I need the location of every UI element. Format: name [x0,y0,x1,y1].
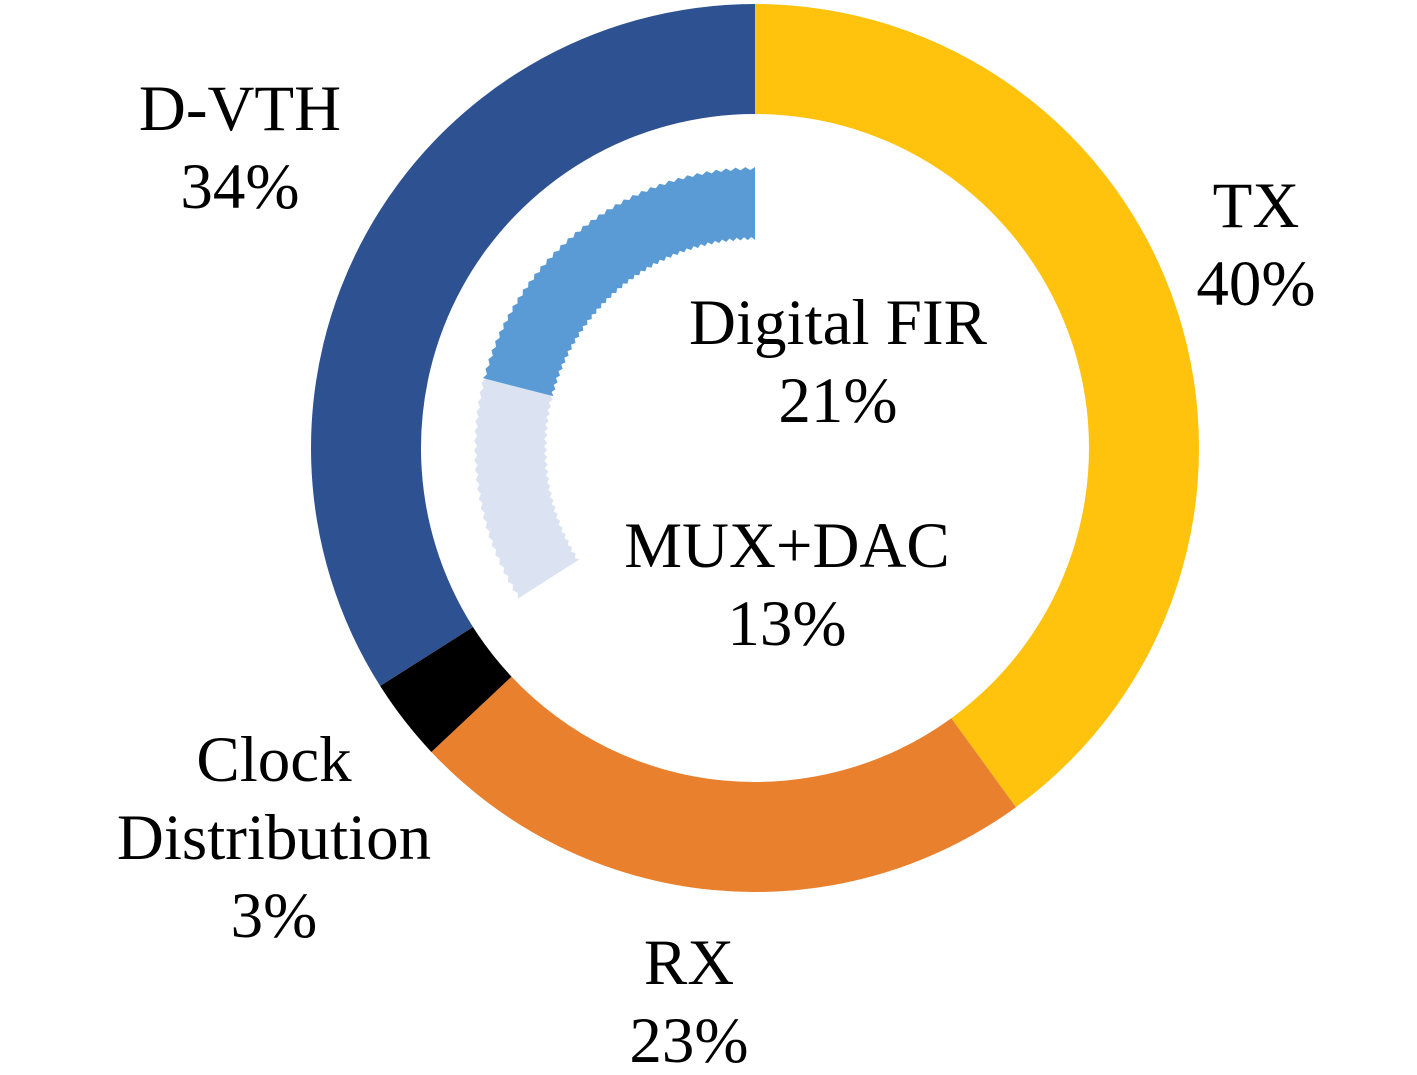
label-rx-pct: 23% [629,1005,749,1075]
label-rx: RX 23% [629,924,748,1075]
label-mux-dac-pct: 13% [727,588,847,660]
label-d-vth-name: D-VTH [138,73,342,145]
label-d-vth: D-VTH 34% [139,70,341,226]
label-d-vth-pct: 34% [180,151,300,223]
segment-tx [755,4,1199,808]
segment-clock-distribution [380,626,512,752]
label-tx-pct: 40% [1196,248,1316,320]
label-digital-fir-pct: 21% [778,365,898,437]
label-digital-fir: Digital FIR 21% [689,284,987,440]
label-rx-name: RX [643,927,735,999]
label-tx-name: TX [1212,170,1300,242]
label-clock-line2: Distribution [116,802,432,874]
segment-digital-fir [482,167,755,397]
segment-mux-dac [474,378,580,599]
segment-rx [431,676,1016,892]
label-clock-distribution: Clock Distribution 3% [117,721,431,955]
label-clock-pct: 3% [230,880,318,952]
label-mux-dac: MUX+DAC 13% [624,507,950,663]
label-clock-line1: Clock [196,724,352,796]
label-digital-fir-name: Digital FIR [689,287,987,359]
segment-d-vth [310,4,755,686]
label-tx: TX 40% [1196,167,1315,323]
label-mux-dac-name: MUX+DAC [624,510,950,582]
